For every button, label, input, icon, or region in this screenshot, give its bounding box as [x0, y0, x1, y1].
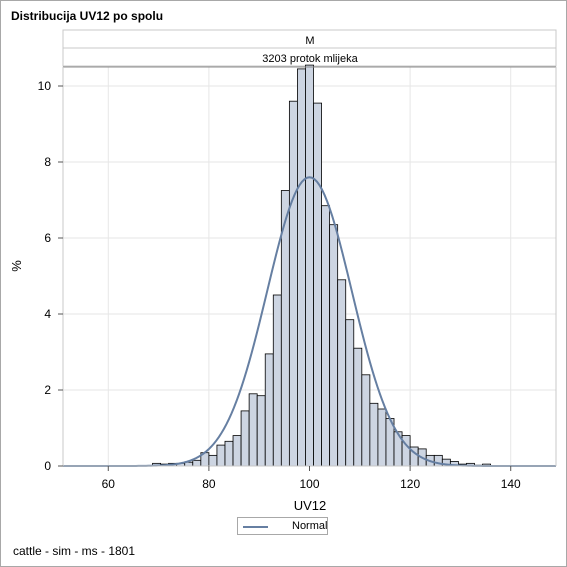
legend-normal-label: Normal: [292, 520, 328, 532]
x-tick-label: 80: [202, 477, 216, 491]
y-tick-label: 6: [44, 231, 51, 245]
histogram-bar: [264, 353, 274, 467]
histogram-bar: [329, 224, 339, 467]
x-axis-label: UV12: [294, 498, 327, 513]
y-tick-label: 4: [44, 307, 51, 321]
histogram-bar: [305, 64, 314, 467]
histogram-bar: [208, 454, 218, 467]
histogram-bar: [313, 102, 322, 467]
y-tick-label: 10: [38, 79, 52, 93]
histogram-bar: [288, 100, 298, 467]
histogram-bar: [337, 279, 347, 467]
histogram-bar: [345, 319, 355, 467]
x-axis-ticks: 60 80 100 120 140: [102, 466, 521, 491]
histogram-bar: [256, 395, 266, 467]
x-tick-label: 140: [501, 477, 521, 491]
x-tick-label: 100: [299, 477, 319, 491]
histogram-bar: [353, 347, 363, 467]
y-tick-label: 0: [44, 459, 51, 473]
legend-normal-line-icon: [243, 526, 268, 528]
histogram-bar: [369, 402, 379, 467]
x-tick-label: 60: [102, 477, 116, 491]
panel-header-row1-label: M: [305, 35, 314, 47]
histogram-bar: [224, 440, 234, 467]
histogram-bar: [232, 435, 242, 467]
y-axis-ticks: 0 2 4 6 8 10: [38, 79, 63, 473]
histogram-bar: [361, 374, 371, 467]
panel-header-row2-label: 3203 protok mlijeka: [262, 53, 358, 65]
y-axis-label: %: [9, 260, 24, 272]
histogram-bar: [248, 393, 258, 467]
histogram-bars: [152, 64, 492, 467]
histogram-bar: [192, 459, 202, 467]
x-tick-label: 120: [400, 477, 420, 491]
y-tick-label: 8: [44, 155, 51, 169]
histogram-bar: [240, 410, 250, 467]
chart-title: Distribucija UV12 po spolu: [11, 9, 164, 23]
histogram-bar: [272, 294, 282, 467]
footnote: cattle - sim - ms - 1801: [13, 544, 136, 558]
histogram-bar: [216, 444, 226, 467]
histogram-bar: [321, 205, 331, 467]
y-tick-label: 2: [44, 383, 51, 397]
histogram-bar: [377, 408, 387, 467]
histogram-bar: [297, 68, 306, 467]
legend: Normal: [237, 517, 328, 535]
